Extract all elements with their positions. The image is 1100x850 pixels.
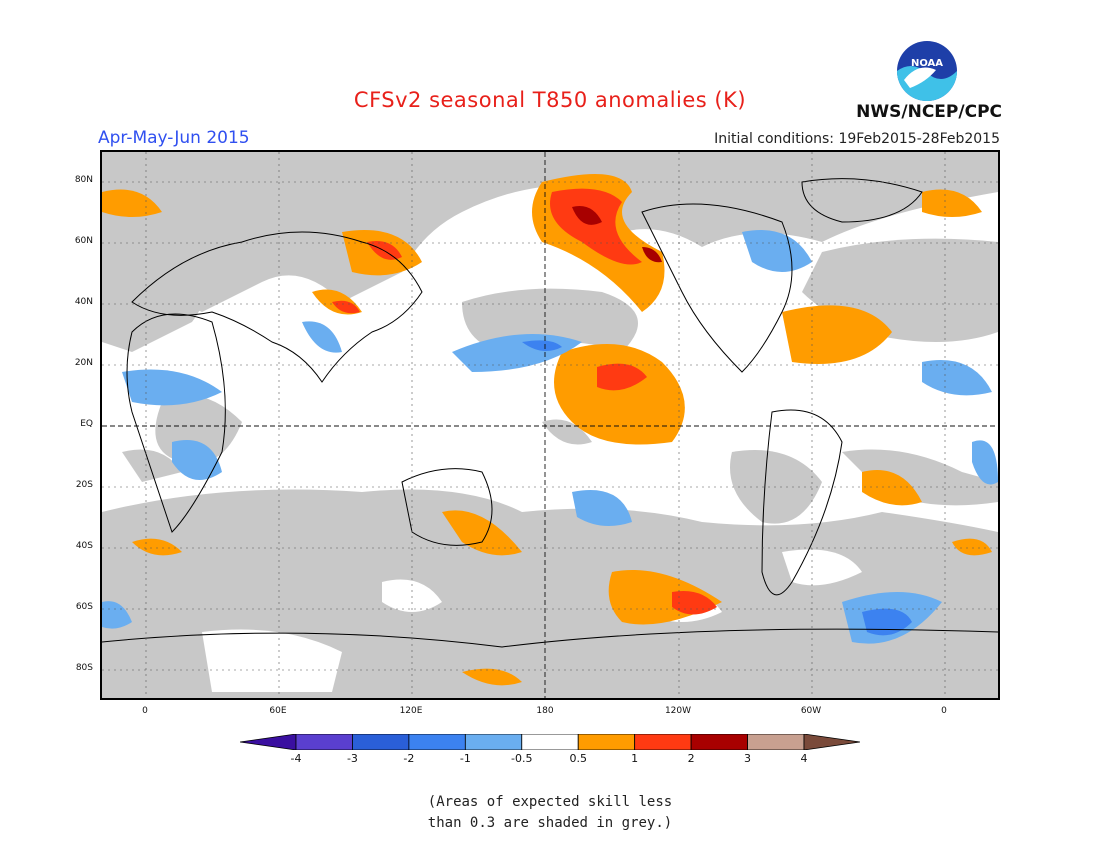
lon-label-60e: 60E xyxy=(269,706,287,716)
initial-conditions: Initial conditions: 19Feb2015-28Feb2015 xyxy=(714,131,1000,147)
lon-label-0-east: 0 xyxy=(941,706,947,716)
colorbar-segment-2 xyxy=(352,734,410,750)
lat-label-60n: 60N xyxy=(74,236,93,246)
lat-label-20n: 20N xyxy=(74,358,93,368)
colorbar-segment-6 xyxy=(577,734,636,750)
map-title: CFSv2 seasonal T850 anomalies (K) xyxy=(353,88,747,112)
colorbar-segment-5 xyxy=(521,734,579,750)
lat-label-40s: 40S xyxy=(75,541,93,551)
colorbar-tick-label: 0.5 xyxy=(569,752,587,765)
colorbar-tick-label: -1 xyxy=(459,752,471,765)
equator-dateline xyxy=(102,152,998,698)
lat-label-40n: 40N xyxy=(74,297,93,307)
lat-label-60s: 60S xyxy=(75,602,93,612)
colorbar-tick-label: 2 xyxy=(687,752,695,765)
colorbar-tick-label: -3 xyxy=(346,752,358,765)
skill-note-line-2: than 0.3 are shaded in grey.) xyxy=(427,815,673,831)
lon-label-120w: 120W xyxy=(664,706,692,716)
lon-label-0-west: 0 xyxy=(142,706,148,716)
colorbar-segment-4 xyxy=(464,734,523,750)
warm-anomalies xyxy=(102,174,992,686)
lat-label-eq: EQ xyxy=(80,419,93,429)
lon-label-60w: 60W xyxy=(800,706,822,716)
colorbar-segment-7 xyxy=(634,734,692,750)
lat-label-80s: 80S xyxy=(75,663,93,673)
colorbar-segment-0 xyxy=(240,734,297,750)
lon-label-180: 180 xyxy=(536,706,554,716)
forecast-period: Apr-May-Jun 2015 xyxy=(98,128,250,148)
graticule xyxy=(102,152,998,698)
colorbar-segment-8 xyxy=(690,734,748,750)
colorbar-tick-label: 3 xyxy=(744,752,752,765)
colorbar-segment-3 xyxy=(408,734,466,750)
colorbar-tick-label: -2 xyxy=(403,752,415,765)
cool-anomalies xyxy=(102,230,998,644)
noaa-logo: NOAA xyxy=(897,41,957,101)
colorbar-tick-label: 4 xyxy=(800,752,808,765)
noaa-logo-text: NOAA xyxy=(911,58,943,69)
colorbar-segment-10 xyxy=(803,734,860,750)
colorbar xyxy=(240,734,860,750)
colorbar-segment-9 xyxy=(747,734,805,750)
agency-label: NWS/NCEP/CPC xyxy=(856,102,1002,122)
skill-note: (Areas of expected skill less than 0.3 a… xyxy=(0,792,1100,834)
lat-label-20s: 20S xyxy=(75,480,93,490)
colorbar-tick-label: 1 xyxy=(631,752,639,765)
colorbar-segment-1 xyxy=(295,734,353,750)
skill-note-line-1: (Areas of expected skill less xyxy=(427,794,673,810)
colorbar-tick-label: -0.5 xyxy=(511,752,533,765)
anomaly-map xyxy=(100,150,1000,700)
colorbar-tick-label: -4 xyxy=(290,752,302,765)
map-canvas xyxy=(102,152,998,698)
lat-label-80n: 80N xyxy=(74,175,93,185)
coastlines xyxy=(102,178,998,648)
lon-label-120e: 120E xyxy=(399,706,423,716)
